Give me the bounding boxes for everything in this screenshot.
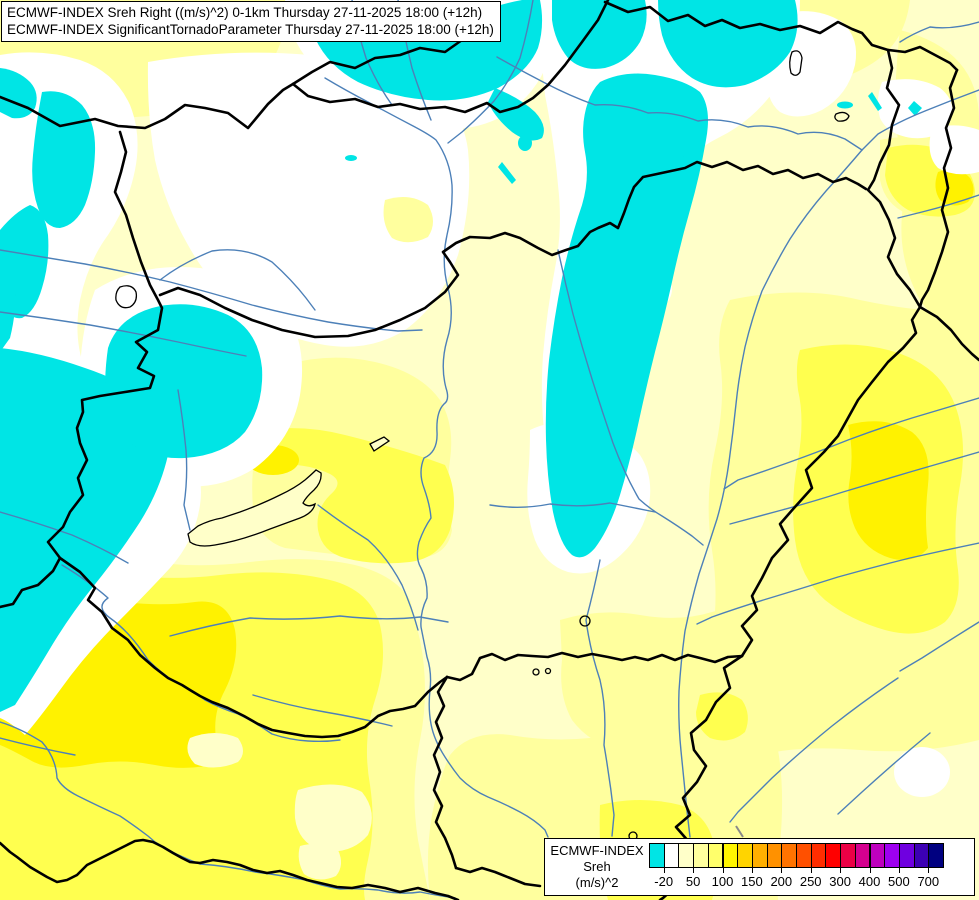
lake-ferto: [115, 285, 138, 309]
legend-swatch: [737, 843, 753, 868]
legend-swatch: [869, 843, 886, 868]
contour-pale-patches: [383, 196, 433, 243]
legend-tick-label: -20: [654, 874, 674, 889]
legend-tick: [898, 868, 900, 873]
legend-swatch: [663, 843, 680, 868]
lake-small-s-1: [579, 615, 591, 627]
legend-tick-label: 300: [829, 874, 851, 889]
legend-tick-label: 500: [888, 874, 910, 889]
legend-label-line3: (m/s)^2: [575, 875, 619, 890]
legend-tick: [751, 868, 753, 873]
legend-swatch: [693, 843, 709, 868]
river-danube: [324, 77, 549, 838]
legend-swatch: [854, 843, 871, 868]
legend-tick-label: 100: [711, 874, 734, 889]
legend-tick: [722, 868, 724, 873]
legend-tick-label: 150: [741, 874, 763, 889]
map-title-line2: ECMWF-INDEX SignificantTornadoParameter …: [7, 22, 494, 37]
legend-tick: [693, 868, 695, 873]
lake-small-ne-2: [834, 111, 850, 122]
lakes: [115, 50, 850, 841]
legend-tick: [840, 868, 842, 873]
legend-swatch: [722, 843, 739, 868]
legend-swatch: [840, 843, 856, 868]
legend-swatch: [707, 843, 724, 868]
lake-small-s-2: [532, 668, 540, 676]
legend-swatch: [913, 843, 930, 868]
lake-small-ne-1: [789, 50, 803, 76]
legend-swatch: [810, 843, 827, 868]
legend-swatch: [928, 843, 944, 868]
river-upper-tisza: [496, 56, 863, 151]
legend-swatch: [898, 843, 915, 868]
legend-label-line2: Sreh: [583, 859, 611, 874]
legend-tick: [928, 868, 930, 873]
legend-tick-label: 250: [799, 874, 822, 889]
legend-label-line1: ECMWF-INDEX: [550, 843, 644, 858]
legend-tick-label: 700: [917, 874, 940, 889]
lake-balaton: [187, 469, 322, 547]
legend-swatch: [781, 843, 797, 868]
map-title-line1: ECMWF-INDEX Sreh Right ((m/s)^2) 0-1km T…: [7, 5, 483, 20]
legend-swatch: [751, 843, 768, 868]
lake-velence: [369, 436, 391, 452]
legend-tick: [810, 868, 812, 873]
map-title-box: ECMWF-INDEX Sreh Right ((m/s)^2) 0-1km T…: [1, 1, 501, 42]
legend-tick: [869, 868, 871, 873]
legend-color-bar: -20 50 100 150 200 250 300 400 500 700: [649, 839, 974, 895]
legend-swatch: [884, 843, 900, 868]
legend-tick-label: 200: [770, 874, 793, 889]
legend-swatch: [825, 843, 842, 868]
lake-small-s-3: [544, 667, 552, 675]
legend-swatch: [649, 843, 665, 868]
legend-tick: [781, 868, 783, 873]
river-tisza: [678, 149, 863, 838]
legend-swatch: [796, 843, 812, 868]
legend-tick: [663, 868, 665, 873]
legend-label-block: ECMWF-INDEX Sreh (m/s)^2: [545, 839, 649, 895]
legend-swatch: [766, 843, 783, 868]
legend-swatch: [678, 843, 695, 868]
legend-tick-label: 400: [858, 874, 881, 889]
legend-tick-label: 50: [685, 874, 701, 889]
contour-cream-patches: [187, 276, 652, 880]
border-gray-segment: [735, 825, 744, 838]
legend: ECMWF-INDEX Sreh (m/s)^2 -20 50 100 150 200 2…: [544, 838, 975, 896]
